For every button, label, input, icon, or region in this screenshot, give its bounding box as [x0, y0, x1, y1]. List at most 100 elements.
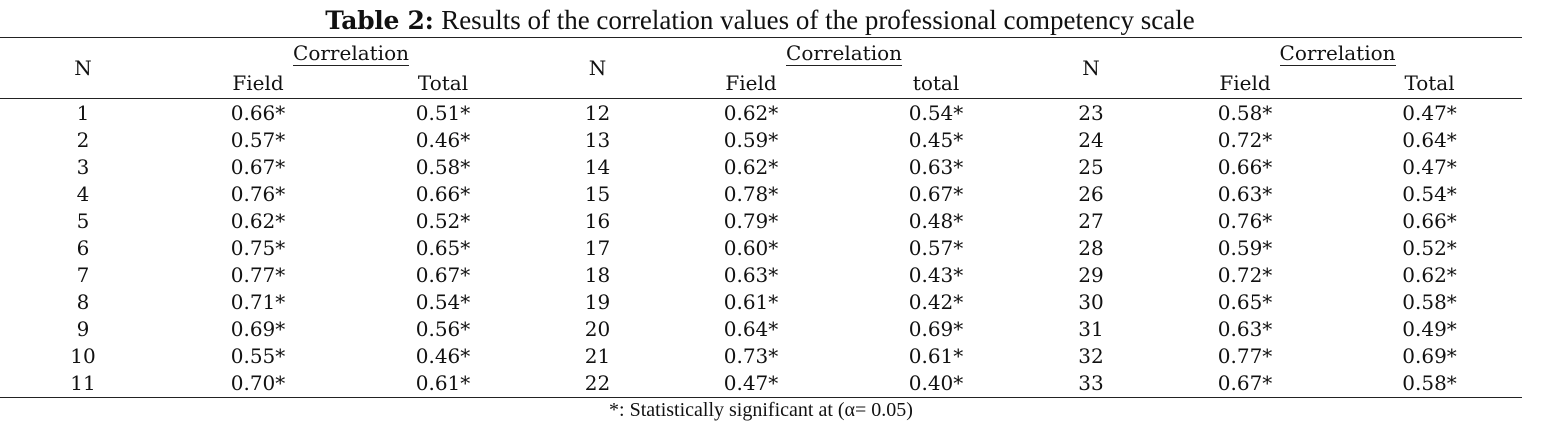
cell-n: 29: [1078, 263, 1104, 287]
cell-field: 0.78*: [723, 182, 779, 206]
table-caption: Table 2: Results of the correlation valu…: [0, 4, 1520, 37]
cell-n: 21: [584, 344, 611, 368]
cell-n: 18: [584, 263, 611, 287]
table-row: 3 0.67* 0.58* 14 0.62* 0.63* 25 0.66* 0.47*: [0, 154, 1522, 181]
significance-note: *: Statistically significant at (α= 0.05…: [609, 399, 913, 421]
cell-field: 0.55*: [230, 344, 286, 368]
table-row: 7 0.77* 0.67* 18 0.63* 0.43* 29 0.72* 0.62*: [0, 262, 1522, 289]
table-body: 1 0.66* 0.51* 12 0.62* 0.54* 23 0.58* 0.47* 2 0.57…: [0, 99, 1522, 398]
cell-field: 0.62*: [723, 155, 779, 179]
cell-n: 31: [1078, 317, 1104, 341]
cell-field: 0.63*: [1217, 182, 1273, 206]
cell-n: 15: [584, 182, 611, 206]
cell-total: 0.54*: [415, 290, 471, 314]
cell-n: 13: [584, 128, 611, 152]
cell-n: 30: [1078, 290, 1104, 314]
header-total: Total: [1337, 68, 1523, 99]
cell-field: 0.61*: [723, 290, 779, 314]
cell-n: 16: [584, 209, 611, 233]
header-correlation-label: Correlation: [786, 41, 903, 66]
header-correlation-label: Correlation: [293, 41, 409, 66]
cell-n: 9: [76, 317, 90, 341]
cell-total: 0.61*: [908, 344, 964, 368]
cell-n: 25: [1078, 155, 1104, 179]
cell-total: 0.66*: [415, 182, 471, 206]
cell-n: 26: [1078, 182, 1104, 206]
cell-field: 0.71*: [230, 290, 286, 314]
cell-total: 0.56*: [415, 317, 471, 341]
cell-total: 0.51*: [415, 101, 471, 125]
cell-total: 0.69*: [1402, 344, 1457, 368]
cell-total: 0.43*: [908, 263, 964, 287]
cell-field: 0.66*: [1217, 155, 1273, 179]
table-row: 1 0.66* 0.51* 12 0.62* 0.54* 23 0.58* 0.47*: [0, 99, 1522, 128]
header-correlation: Correlation: [1153, 38, 1522, 69]
cell-field: 0.59*: [723, 128, 779, 152]
header-row-sub: Field Total Field total Field Total: [0, 68, 1523, 99]
cell-n: 32: [1078, 344, 1104, 368]
cell-total: 0.67*: [415, 263, 471, 287]
cell-field: 0.72*: [1217, 263, 1273, 287]
table-row: 11 0.70* 0.61* 22 0.47* 0.40* 33 0.67* 0.58*: [0, 370, 1522, 398]
cell-total: 0.48*: [908, 209, 964, 233]
cell-n: 2: [76, 128, 90, 152]
cell-total: 0.57*: [908, 236, 964, 260]
cell-total: 0.45*: [908, 128, 964, 152]
cell-total: 0.47*: [1402, 155, 1457, 179]
table-caption-title: Results of the correlation values of the…: [441, 5, 1195, 35]
cell-n: 8: [76, 290, 90, 314]
cell-total: 0.52*: [1402, 236, 1457, 260]
cell-field: 0.79*: [723, 209, 779, 233]
cell-total: 0.52*: [415, 209, 471, 233]
cell-n: 7: [76, 263, 90, 287]
cell-total: 0.46*: [415, 344, 471, 368]
cell-total: 0.58*: [1402, 290, 1457, 314]
cell-field: 0.62*: [230, 209, 286, 233]
cell-n: 24: [1078, 128, 1104, 152]
cell-field: 0.69*: [230, 317, 286, 341]
table-caption-label: Table 2:: [325, 6, 434, 35]
cell-total: 0.42*: [908, 290, 964, 314]
header-row-group: N Correlation N Correlation N Correlatio…: [0, 37, 1522, 99]
cell-field: 0.67*: [1217, 371, 1273, 395]
cell-field: 0.57*: [230, 128, 286, 152]
cell-field: 0.77*: [1217, 344, 1273, 368]
cell-total: 0.46*: [415, 128, 471, 152]
table-row: 8 0.71* 0.54* 19 0.61* 0.42* 30 0.65* 0.58*: [0, 289, 1522, 316]
cell-field: 0.58*: [1217, 101, 1273, 125]
cell-total: 0.61*: [415, 371, 471, 395]
cell-field: 0.67*: [230, 155, 286, 179]
cell-n: 1: [76, 101, 90, 125]
table-row: 6 0.75* 0.65* 17 0.60* 0.57* 28 0.59* 0.52*: [0, 235, 1522, 262]
table-row: 10 0.55* 0.46* 21 0.73* 0.61* 32 0.77* 0.69*: [0, 343, 1522, 370]
header-n: N: [1029, 37, 1154, 99]
table-row: 4 0.76* 0.66* 15 0.78* 0.67* 26 0.63* 0.54*: [0, 181, 1522, 208]
cell-n: 19: [584, 290, 611, 314]
table-row: 2 0.57* 0.46* 13 0.59* 0.45* 24 0.72* 0.64*: [0, 127, 1522, 154]
cell-total: 0.62*: [1402, 263, 1457, 287]
cell-total: 0.66*: [1402, 209, 1457, 233]
cell-n: 14: [584, 155, 611, 179]
header-field: Field: [166, 68, 350, 99]
cell-n: 23: [1078, 101, 1104, 125]
cell-field: 0.76*: [230, 182, 286, 206]
header-correlation: Correlation: [166, 38, 536, 69]
cell-field: 0.63*: [723, 263, 779, 287]
table-row: 5 0.62* 0.52* 16 0.79* 0.48* 27 0.76* 0.66*: [0, 208, 1522, 235]
cell-total: 0.63*: [908, 155, 964, 179]
cell-total: 0.64*: [1402, 128, 1457, 152]
cell-field: 0.73*: [723, 344, 779, 368]
cell-field: 0.63*: [1217, 317, 1273, 341]
cell-field: 0.60*: [723, 236, 779, 260]
cell-field: 0.59*: [1217, 236, 1273, 260]
cell-n: 28: [1078, 236, 1104, 260]
cell-total: 0.54*: [1402, 182, 1457, 206]
cell-total: 0.47*: [1402, 101, 1457, 125]
cell-field: 0.66*: [230, 101, 286, 125]
cell-total: 0.54*: [908, 101, 964, 125]
header-n: N: [536, 37, 660, 99]
cell-field: 0.72*: [1217, 128, 1273, 152]
cell-total: 0.65*: [415, 236, 471, 260]
cell-n: 11: [70, 371, 96, 395]
cell-n: 17: [584, 236, 611, 260]
